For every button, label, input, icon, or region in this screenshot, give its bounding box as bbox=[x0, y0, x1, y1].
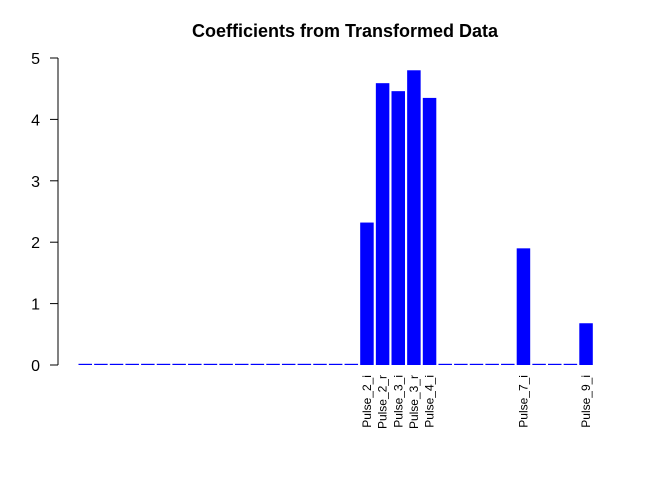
bar bbox=[203, 363, 218, 365]
bar bbox=[485, 363, 499, 365]
bar bbox=[516, 248, 531, 365]
bar bbox=[94, 363, 108, 365]
x-tick-label: Pulse_7_i bbox=[516, 375, 530, 428]
x-tick-label: Pulse_3_r bbox=[407, 375, 421, 429]
x-tick-label: Pulse_2_r bbox=[376, 375, 390, 429]
y-tick-label: 5 bbox=[31, 51, 40, 68]
bar bbox=[281, 363, 296, 365]
bar bbox=[219, 363, 233, 365]
bar bbox=[235, 363, 249, 365]
x-tick-label: Pulse_3_i bbox=[391, 375, 405, 428]
bar bbox=[141, 363, 155, 365]
x-tick-label: Pulse_2_i bbox=[360, 375, 374, 428]
bar bbox=[313, 363, 327, 365]
y-tick-label: 0 bbox=[31, 358, 40, 375]
bar bbox=[454, 363, 468, 365]
bar bbox=[579, 323, 593, 365]
x-tick-label: Pulse_9_i bbox=[579, 375, 593, 428]
bar bbox=[266, 363, 280, 365]
bar bbox=[501, 363, 515, 365]
bar bbox=[328, 363, 343, 365]
bar bbox=[469, 363, 484, 365]
y-tick-label: 4 bbox=[31, 112, 40, 129]
bars bbox=[78, 70, 593, 365]
y-tick-label: 2 bbox=[31, 235, 40, 252]
bar bbox=[438, 363, 452, 365]
bar bbox=[109, 363, 124, 365]
y-axis: 0 1 2 3 4 5 bbox=[31, 51, 58, 375]
bar bbox=[563, 363, 578, 365]
bar bbox=[78, 363, 92, 365]
bar bbox=[391, 91, 405, 365]
bar bbox=[548, 363, 562, 365]
bar bbox=[407, 70, 421, 365]
bar bbox=[375, 83, 390, 365]
x-axis-labels: Pulse_2_i Pulse_2_r Pulse_3_i Pulse_3_r Puls… bbox=[360, 375, 593, 429]
y-tick-label: 3 bbox=[31, 174, 40, 191]
bar bbox=[125, 363, 139, 365]
y-tick-label: 1 bbox=[31, 297, 40, 314]
bar bbox=[422, 97, 437, 365]
chart-title: Coefficients from Transformed Data bbox=[192, 21, 499, 41]
bar bbox=[297, 363, 312, 365]
x-tick-label: Pulse_4_i bbox=[423, 375, 437, 428]
bar bbox=[360, 222, 374, 365]
bar bbox=[188, 363, 202, 365]
bar bbox=[156, 363, 171, 365]
bar bbox=[344, 363, 359, 365]
bar bbox=[250, 363, 265, 365]
bar bbox=[532, 363, 546, 365]
bar bbox=[172, 363, 186, 365]
